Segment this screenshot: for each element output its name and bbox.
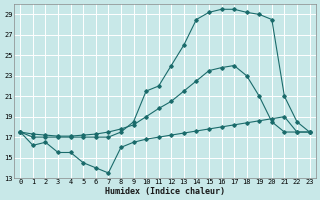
X-axis label: Humidex (Indice chaleur): Humidex (Indice chaleur) [105,187,225,196]
